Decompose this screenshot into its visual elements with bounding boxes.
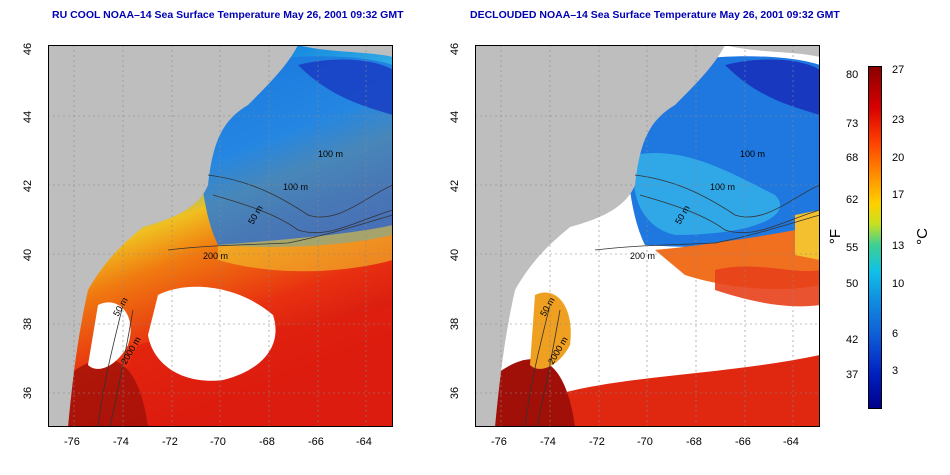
gulf-stream-warm-water [535, 355, 820, 427]
right-lon-tick-72: -72 [589, 436, 605, 448]
c-tick-6: 6 [892, 328, 899, 340]
contour-label-200m: 200 m [203, 251, 228, 261]
left-map-title: RU COOL NOAA–14 Sea Surface Temperature … [52, 9, 404, 21]
right-lon-tick-64: -64 [783, 436, 799, 448]
right-lon-tick-70: -70 [637, 436, 653, 448]
cloud-cover [148, 286, 276, 381]
left-lon-tick-68: -68 [259, 436, 275, 448]
c-tick-10: 10 [892, 278, 905, 290]
left-lon-tick-66: -66 [308, 436, 324, 448]
right-lat-tick-38: 38 [449, 317, 462, 331]
c-tick-27: 27 [892, 64, 905, 76]
land-mass [475, 45, 725, 427]
left-lat-tick-46: 46 [22, 42, 35, 56]
left-lat-tick-44: 44 [22, 110, 35, 124]
right-lon-tick-76: -76 [491, 436, 507, 448]
f-tick-42: 42 [846, 334, 859, 346]
c-tick-23: 23 [892, 114, 905, 126]
c-tick-13: 13 [892, 240, 905, 252]
f-tick-73: 73 [846, 118, 859, 130]
left-lon-tick-76: -76 [64, 436, 80, 448]
right-lat-tick-40: 40 [449, 248, 462, 262]
c-tick-20: 20 [892, 152, 905, 164]
left-lat-tick-38: 38 [22, 317, 35, 331]
f-tick-50: 50 [846, 278, 859, 290]
contour-label-200m: 200 m [630, 251, 655, 261]
contour-label-100m-b: 100 m [283, 182, 308, 192]
left-lon-tick-64: -64 [356, 436, 372, 448]
temperature-colorbar [868, 66, 882, 409]
right-lat-tick-42: 42 [449, 179, 462, 193]
f-tick-80: 80 [846, 69, 859, 81]
f-tick-37: 37 [846, 369, 859, 381]
lat-lon-grid [48, 45, 393, 427]
right-lat-tick-46: 46 [449, 42, 462, 56]
left-sst-map: 100 m 100 m 50 m 200 m 50 m 2000 m [48, 45, 393, 427]
left-lat-tick-40: 40 [22, 248, 35, 262]
right-lat-tick-36: 36 [449, 386, 462, 400]
f-tick-55: 55 [846, 242, 859, 254]
right-lon-tick-66: -66 [735, 436, 751, 448]
right-sst-map: 100 m 100 m 50 m 200 m 50 m 2000 m [475, 45, 820, 427]
right-lon-tick-68: -68 [686, 436, 702, 448]
left-lon-tick-72: -72 [162, 436, 178, 448]
c-tick-3: 3 [892, 365, 899, 377]
celsius-unit-label: °C [913, 228, 931, 245]
contour-label-100m-a: 100 m [318, 149, 343, 159]
lat-lon-grid [475, 45, 820, 427]
f-tick-68: 68 [846, 152, 859, 164]
left-lon-tick-70: -70 [210, 436, 226, 448]
left-lat-tick-42: 42 [22, 179, 35, 193]
right-map-title: DECLOUDED NOAA–14 Sea Surface Temperatur… [470, 9, 840, 21]
f-tick-62: 62 [846, 194, 859, 206]
land-mass [48, 45, 298, 427]
contour-label-100m-b: 100 m [710, 182, 735, 192]
right-lat-tick-44: 44 [449, 110, 462, 124]
c-tick-17: 17 [892, 189, 905, 201]
fahrenheit-unit-label: °F [827, 228, 845, 245]
right-lon-tick-74: -74 [540, 436, 556, 448]
contour-label-100m-a: 100 m [740, 149, 765, 159]
left-lon-tick-74: -74 [113, 436, 129, 448]
left-lat-tick-36: 36 [22, 386, 35, 400]
